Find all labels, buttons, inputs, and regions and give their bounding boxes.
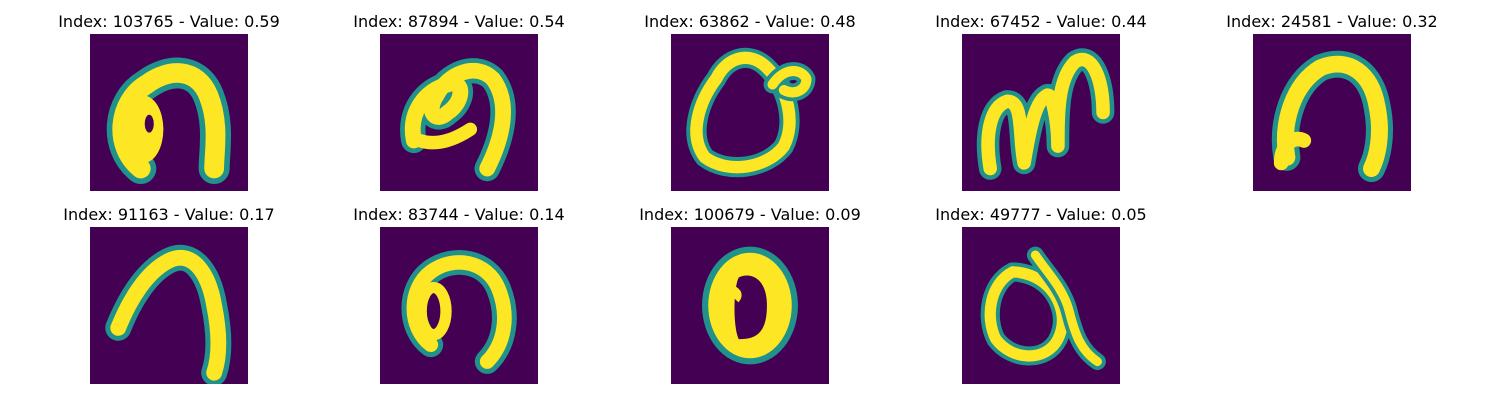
panel-title: Index: 67452 - Value: 0.44 xyxy=(935,12,1147,31)
panel-title: Index: 49777 - Value: 0.05 xyxy=(935,205,1147,224)
loop-hook-icon xyxy=(380,227,538,384)
panel-title: Index: 24581 - Value: 0.32 xyxy=(1226,12,1438,31)
tall-arch-icon xyxy=(90,227,248,384)
panel-title: Index: 100679 - Value: 0.09 xyxy=(639,205,861,224)
arch-icon xyxy=(1253,34,1411,191)
panel-title: Index: 83744 - Value: 0.14 xyxy=(353,205,565,224)
curled-hook-icon xyxy=(380,34,538,191)
panel-title: Index: 103765 - Value: 0.59 xyxy=(58,12,280,31)
double-arch-icon xyxy=(962,34,1120,191)
blob-hook-icon xyxy=(90,34,248,191)
filled-oval-icon xyxy=(671,227,829,384)
panel-title: Index: 91163 - Value: 0.17 xyxy=(63,205,275,224)
loop-with-tail-icon xyxy=(671,34,829,191)
loop-tail-icon xyxy=(962,227,1120,384)
panel-title: Index: 87894 - Value: 0.54 xyxy=(353,12,565,31)
panel-title: Index: 63862 - Value: 0.48 xyxy=(644,12,856,31)
